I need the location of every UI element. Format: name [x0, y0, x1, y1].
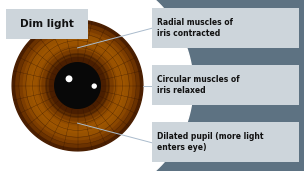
FancyBboxPatch shape — [152, 122, 299, 162]
Polygon shape — [42, 50, 113, 121]
Polygon shape — [27, 35, 128, 136]
Ellipse shape — [66, 76, 72, 82]
Text: Radial muscles of
iris contracted: Radial muscles of iris contracted — [157, 18, 233, 38]
FancyBboxPatch shape — [6, 9, 88, 39]
Polygon shape — [16, 24, 139, 147]
Text: Circular muscles of
iris relaxed: Circular muscles of iris relaxed — [157, 75, 239, 95]
Polygon shape — [23, 31, 132, 140]
Polygon shape — [46, 54, 109, 117]
Polygon shape — [12, 20, 143, 151]
Ellipse shape — [92, 84, 96, 88]
Polygon shape — [55, 63, 100, 108]
FancyBboxPatch shape — [152, 65, 299, 105]
Text: Dim light: Dim light — [20, 19, 74, 29]
Text: Dilated pupil (more light
enters eye): Dilated pupil (more light enters eye) — [157, 132, 263, 152]
Polygon shape — [31, 39, 124, 132]
FancyBboxPatch shape — [152, 8, 299, 48]
Polygon shape — [38, 46, 117, 125]
Polygon shape — [35, 43, 120, 128]
Polygon shape — [0, 0, 193, 171]
Polygon shape — [20, 28, 135, 143]
Polygon shape — [50, 57, 105, 114]
